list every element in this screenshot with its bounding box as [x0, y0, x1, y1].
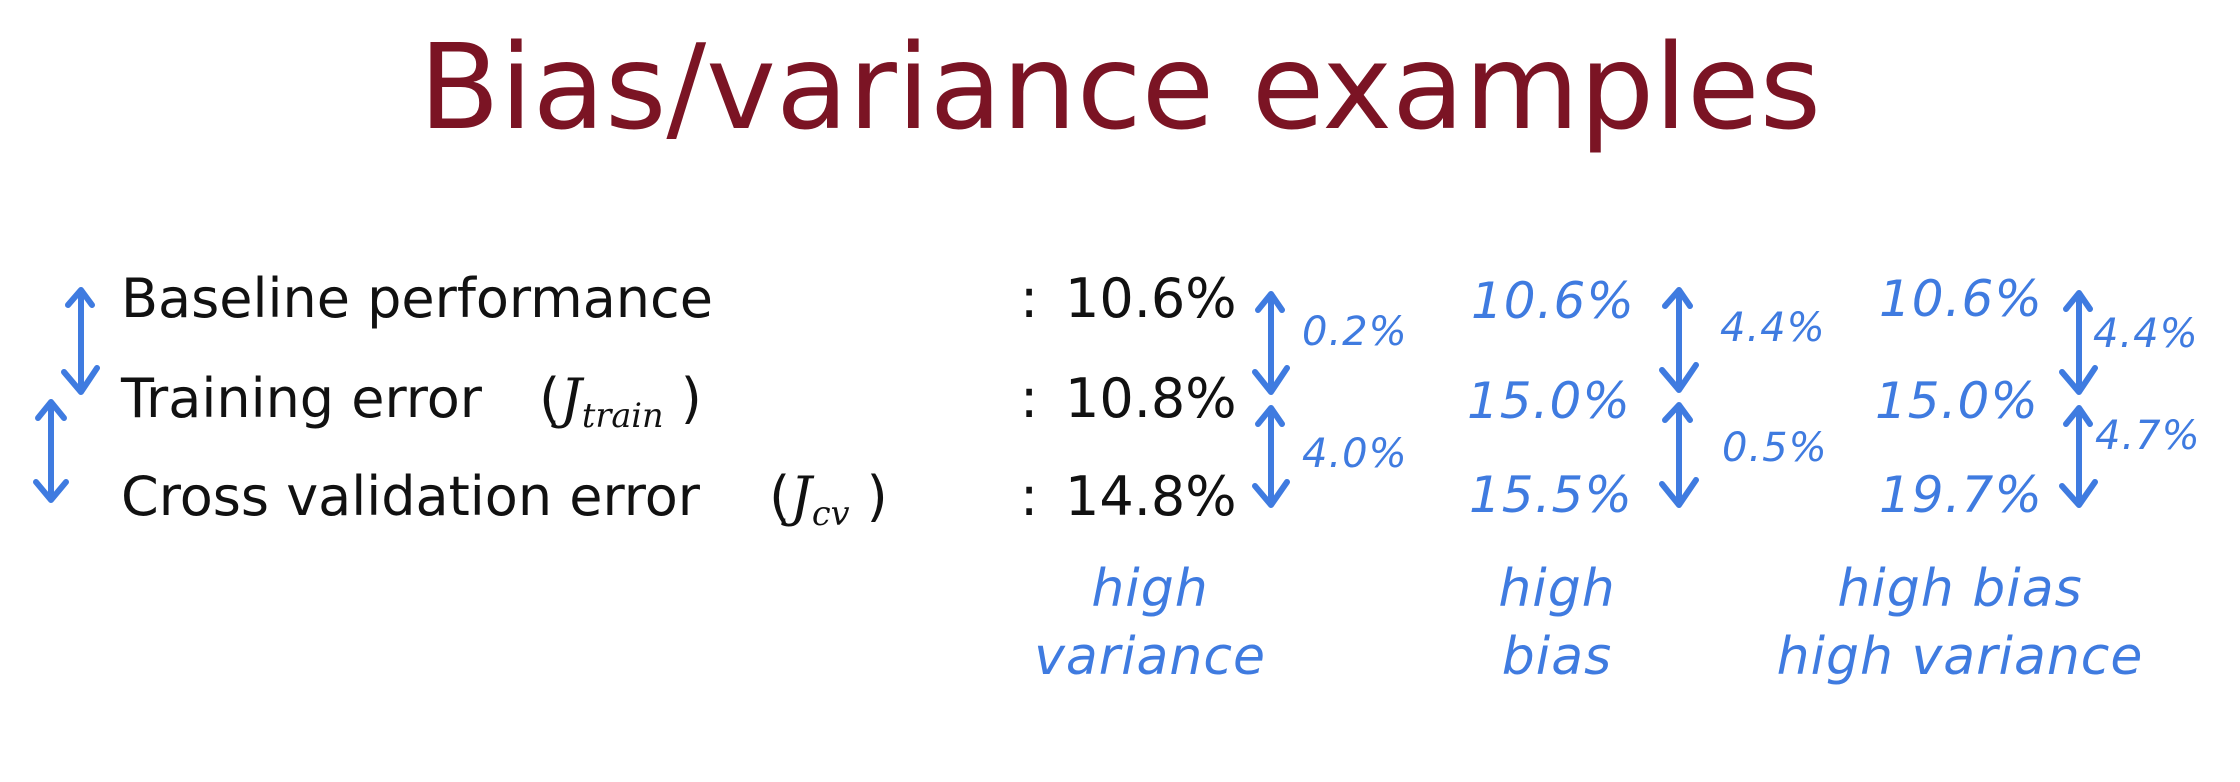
training-label-text: Training error [121, 367, 482, 430]
colon: : [1020, 367, 1039, 430]
value-baseline: 10.6% [1879, 270, 2043, 328]
caption-high-bias: high bias [1407, 555, 1707, 691]
value-cv: 19.7% [1879, 466, 2043, 524]
caption-line: high [1091, 559, 1209, 619]
double-arrow-icon [1252, 291, 1290, 395]
gap-label: 4.4% [1720, 305, 1826, 351]
caption-high-variance: high variance [1000, 555, 1300, 691]
gap-label: 0.5% [1722, 425, 1828, 471]
double-arrow-icon [33, 399, 69, 503]
cv-subscript: cv [811, 494, 850, 534]
row-label-cv: Cross validation error (Jcv ) [121, 470, 888, 531]
value-cv: 14.8% [1065, 465, 1237, 528]
double-arrow-icon [61, 287, 100, 395]
row-label-baseline: Baseline performance [121, 267, 713, 330]
value-cv: 15.5% [1469, 466, 1633, 524]
caption-line: high bias [1837, 559, 2083, 619]
caption-high-bias-high-variance: high bias high variance [1760, 555, 2160, 691]
gap-label: 4.7% [2095, 413, 2201, 459]
value-baseline: 10.6% [1065, 267, 1237, 330]
double-arrow-icon [2059, 405, 2098, 508]
double-arrow-icon [1659, 402, 1699, 508]
cv-label-text: Cross validation error [121, 465, 700, 528]
jcv-symbol: (Jcv ) [769, 465, 888, 534]
caption-line: bias [1501, 627, 1613, 687]
colon: : [1020, 465, 1039, 528]
j-symbol: J [560, 367, 582, 430]
value-baseline: 10.6% [1471, 272, 1635, 330]
value-training: 15.0% [1875, 372, 2039, 430]
jtrain-symbol: (Jtrain ) [539, 367, 702, 436]
row-label-training: Training error (Jtrain ) [121, 372, 702, 433]
train-subscript: train [581, 396, 664, 436]
caption-line: high [1498, 559, 1616, 619]
caption-line: high variance [1776, 627, 2144, 687]
value-training: 15.0% [1467, 372, 1631, 430]
gap-label: 4.0% [1302, 431, 1408, 477]
double-arrow-icon [1252, 405, 1290, 508]
j-symbol: J [790, 465, 812, 528]
slide-title: Bias/variance examples [418, 18, 1822, 156]
gap-label: 4.4% [2093, 311, 2199, 357]
value-training: 10.8% [1065, 367, 1237, 430]
double-arrow-icon [2059, 290, 2098, 395]
double-arrow-icon [1659, 287, 1699, 393]
colon: : [1020, 267, 1039, 330]
gap-label: 0.2% [1302, 309, 1408, 355]
caption-line: variance [1034, 627, 1266, 687]
